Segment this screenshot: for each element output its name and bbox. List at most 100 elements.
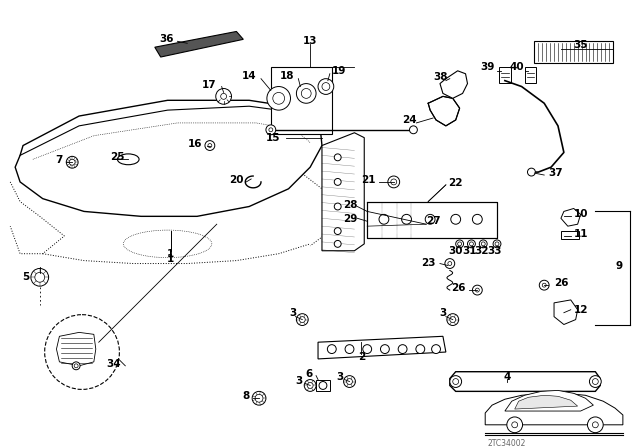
- Circle shape: [416, 345, 425, 353]
- Circle shape: [495, 242, 499, 246]
- Circle shape: [300, 317, 305, 323]
- Text: 32: 32: [474, 246, 488, 256]
- Circle shape: [402, 215, 412, 224]
- Circle shape: [208, 143, 212, 147]
- Circle shape: [35, 272, 45, 282]
- Circle shape: [540, 280, 549, 290]
- Circle shape: [512, 422, 518, 428]
- Polygon shape: [318, 336, 446, 359]
- Text: 12: 12: [573, 305, 588, 315]
- Text: 24: 24: [402, 115, 417, 125]
- Circle shape: [452, 379, 459, 384]
- Polygon shape: [450, 372, 600, 392]
- Circle shape: [221, 94, 227, 99]
- Circle shape: [205, 141, 215, 151]
- Circle shape: [346, 379, 353, 384]
- Circle shape: [431, 345, 440, 353]
- Circle shape: [527, 168, 535, 176]
- Circle shape: [388, 176, 399, 188]
- Circle shape: [255, 394, 263, 402]
- Text: 8: 8: [242, 391, 249, 401]
- Bar: [499, 67, 511, 82]
- Polygon shape: [367, 202, 497, 238]
- Text: 14: 14: [241, 71, 256, 81]
- Text: 26: 26: [451, 283, 465, 293]
- Bar: [525, 67, 536, 82]
- Text: 18: 18: [280, 71, 294, 81]
- Text: 29: 29: [343, 214, 357, 224]
- Circle shape: [445, 258, 454, 268]
- Bar: [316, 379, 330, 392]
- Text: 27: 27: [426, 216, 441, 226]
- Text: 21: 21: [362, 175, 376, 185]
- Circle shape: [447, 314, 459, 326]
- Circle shape: [328, 345, 336, 353]
- Circle shape: [69, 159, 75, 165]
- Text: 1: 1: [167, 254, 174, 264]
- Text: 22: 22: [448, 178, 462, 188]
- Circle shape: [304, 379, 316, 392]
- Text: 34: 34: [107, 359, 122, 369]
- Text: 2: 2: [358, 352, 365, 362]
- Circle shape: [67, 156, 78, 168]
- Circle shape: [451, 215, 461, 224]
- Circle shape: [448, 262, 452, 266]
- Polygon shape: [554, 300, 578, 324]
- Text: 7: 7: [55, 155, 62, 165]
- Polygon shape: [505, 390, 593, 411]
- Bar: [534, 41, 613, 63]
- Text: 10: 10: [573, 209, 588, 220]
- Text: 26: 26: [554, 278, 568, 288]
- Polygon shape: [56, 332, 96, 366]
- Polygon shape: [322, 133, 364, 251]
- Polygon shape: [155, 31, 243, 57]
- Text: 3: 3: [296, 375, 303, 386]
- Circle shape: [472, 285, 483, 295]
- Circle shape: [410, 126, 417, 134]
- Circle shape: [345, 345, 354, 353]
- Circle shape: [425, 215, 435, 224]
- Bar: [561, 231, 579, 239]
- Circle shape: [334, 228, 341, 235]
- Text: 5: 5: [22, 272, 30, 282]
- Circle shape: [458, 242, 461, 246]
- Circle shape: [481, 242, 485, 246]
- Circle shape: [334, 178, 341, 185]
- Text: 38: 38: [433, 72, 448, 82]
- Text: 16: 16: [188, 138, 202, 149]
- Text: 2TC34002: 2TC34002: [487, 439, 525, 448]
- Text: 31: 31: [462, 246, 477, 256]
- Circle shape: [380, 345, 389, 353]
- Circle shape: [363, 345, 372, 353]
- Circle shape: [470, 242, 474, 246]
- Text: 1: 1: [167, 249, 174, 258]
- Text: 17: 17: [202, 80, 217, 90]
- Circle shape: [296, 314, 308, 326]
- Circle shape: [379, 215, 389, 224]
- Text: 13: 13: [303, 36, 317, 46]
- Circle shape: [322, 82, 330, 90]
- Circle shape: [269, 128, 273, 132]
- Text: 3: 3: [289, 308, 296, 318]
- Text: 6: 6: [305, 369, 312, 379]
- Circle shape: [45, 314, 120, 389]
- Text: 28: 28: [343, 199, 357, 210]
- Text: 20: 20: [228, 175, 243, 185]
- Circle shape: [301, 89, 311, 98]
- Circle shape: [72, 362, 80, 370]
- Circle shape: [273, 92, 285, 104]
- Text: 33: 33: [488, 246, 502, 256]
- Text: 4: 4: [503, 372, 511, 382]
- Polygon shape: [485, 393, 623, 425]
- Polygon shape: [440, 71, 467, 98]
- Circle shape: [216, 89, 232, 104]
- Circle shape: [456, 240, 463, 248]
- Polygon shape: [515, 395, 578, 409]
- Circle shape: [31, 268, 49, 286]
- Circle shape: [589, 375, 601, 388]
- Circle shape: [493, 240, 501, 248]
- Circle shape: [476, 288, 479, 292]
- Circle shape: [391, 179, 397, 185]
- Circle shape: [344, 375, 355, 388]
- Circle shape: [334, 241, 341, 247]
